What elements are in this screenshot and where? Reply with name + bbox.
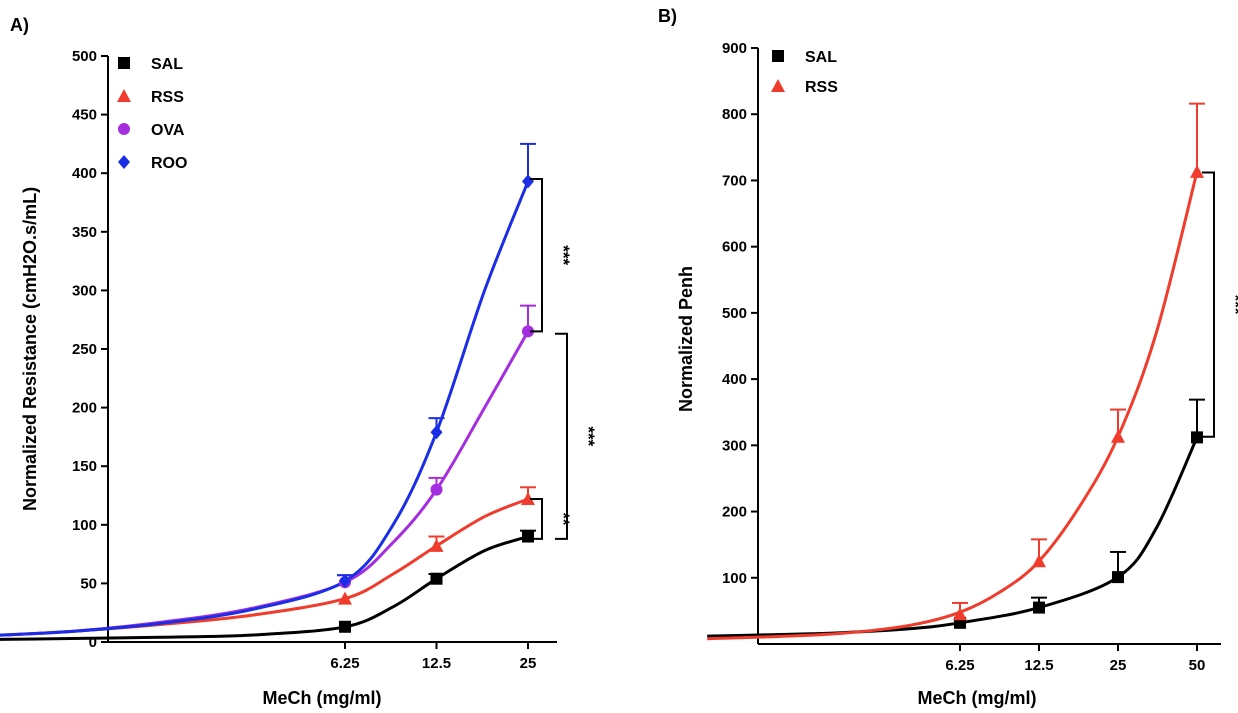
data-point	[521, 492, 535, 506]
y-tick-label: 100	[72, 517, 97, 534]
y-tick-label: 200	[722, 504, 747, 521]
legend-label: RSS	[151, 89, 184, 106]
y-axis-title: Normalized Resistance (cmH2O.s/mL)	[20, 187, 40, 511]
data-point	[430, 483, 443, 496]
series-points-rss	[338, 486, 536, 605]
significance-bracket	[1202, 171, 1215, 438]
legend-label: SAL	[805, 49, 837, 66]
panel-label: B)	[658, 6, 677, 26]
significance-label: ***	[1226, 295, 1238, 315]
legend-label: SAL	[151, 56, 183, 73]
series-points-roo	[337, 142, 536, 589]
x-tick-label: 6.25	[945, 657, 974, 674]
y-tick-label: 50	[80, 575, 97, 592]
x-axis-title: MeCh (mg/ml)	[918, 688, 1037, 708]
series-line	[0, 330, 530, 637]
x-tick-label: 25	[1110, 657, 1127, 674]
significance-label: ***	[554, 245, 573, 265]
series-roo	[0, 180, 530, 637]
data-point	[522, 174, 534, 189]
series-sal	[0, 535, 529, 641]
y-tick-label: 800	[722, 106, 747, 123]
series-ova	[0, 330, 530, 637]
y-tick-label: 350	[72, 224, 97, 241]
y-tick-label: 600	[722, 239, 747, 256]
panel-label: A)	[10, 15, 29, 35]
x-tick-label: 6.25	[330, 655, 359, 672]
y-tick-label: 300	[72, 282, 97, 299]
data-point	[338, 591, 352, 605]
y-tick-label: 250	[72, 341, 97, 358]
legend-label: OVA	[151, 122, 185, 139]
x-tick-label: 25	[520, 655, 537, 672]
series-points-rss	[952, 102, 1205, 621]
y-tick-label: 500	[72, 48, 97, 65]
x-tick-label: 12.5	[422, 655, 451, 672]
data-point	[339, 574, 351, 589]
y-tick-label: 400	[722, 371, 747, 388]
data-point	[429, 538, 444, 552]
legend-label: RSS	[805, 79, 838, 96]
significance-label: **	[554, 512, 573, 526]
x-axis-title: MeCh (mg/ml)	[263, 688, 382, 708]
significance-bracket	[530, 498, 543, 540]
data-point	[522, 530, 534, 543]
legend-marker	[118, 155, 130, 169]
legend-marker	[771, 79, 785, 92]
y-tick-label: 500	[722, 305, 747, 322]
data-point	[1112, 571, 1124, 584]
data-point	[1033, 601, 1045, 614]
chart-panel-a: A) 0 50 100 150 200 250 300 350 400 450 500 6.25 12.5…	[0, 15, 598, 708]
y-tick-label: 900	[722, 40, 747, 57]
series-points-ova	[337, 304, 536, 589]
legend-label: ROO	[151, 155, 187, 172]
data-point	[522, 325, 534, 338]
y-tick-label: 700	[722, 172, 747, 189]
series-line	[707, 436, 1199, 638]
data-point	[1191, 431, 1203, 444]
series-rss	[707, 171, 1199, 641]
y-tick-label: 300	[722, 437, 747, 454]
legend-marker	[118, 57, 130, 69]
series-line	[0, 180, 530, 637]
data-point	[430, 572, 443, 585]
significance-bracket	[555, 332, 568, 540]
legend-marker	[772, 50, 784, 62]
significance-bracket	[530, 178, 543, 333]
data-point	[430, 425, 443, 440]
y-tick-label: 450	[72, 107, 97, 124]
data-point	[339, 620, 351, 633]
legend-marker	[117, 89, 131, 102]
data-point	[1032, 554, 1046, 568]
legend-marker	[118, 123, 130, 135]
y-tick-label: 0	[89, 634, 97, 651]
x-tick-label: 12.5	[1024, 657, 1053, 674]
y-tick-label: 200	[72, 400, 97, 417]
y-tick-label: 100	[722, 570, 747, 587]
data-point	[1111, 429, 1125, 443]
chart-panel-b: B) 100 200 300 400 500 600 700 800 900 6.25 12.5 25 5…	[658, 6, 1238, 708]
y-tick-label: 150	[72, 458, 97, 475]
y-tick-label: 400	[72, 165, 97, 182]
y-axis-title: Normalized Penh	[676, 266, 696, 412]
series-line	[0, 535, 529, 641]
significance-label: ***	[579, 426, 598, 446]
series-sal	[707, 436, 1199, 638]
data-point	[953, 607, 967, 621]
x-tick-label: 50	[1189, 657, 1206, 674]
series-line	[707, 171, 1199, 641]
data-point	[1190, 164, 1204, 178]
